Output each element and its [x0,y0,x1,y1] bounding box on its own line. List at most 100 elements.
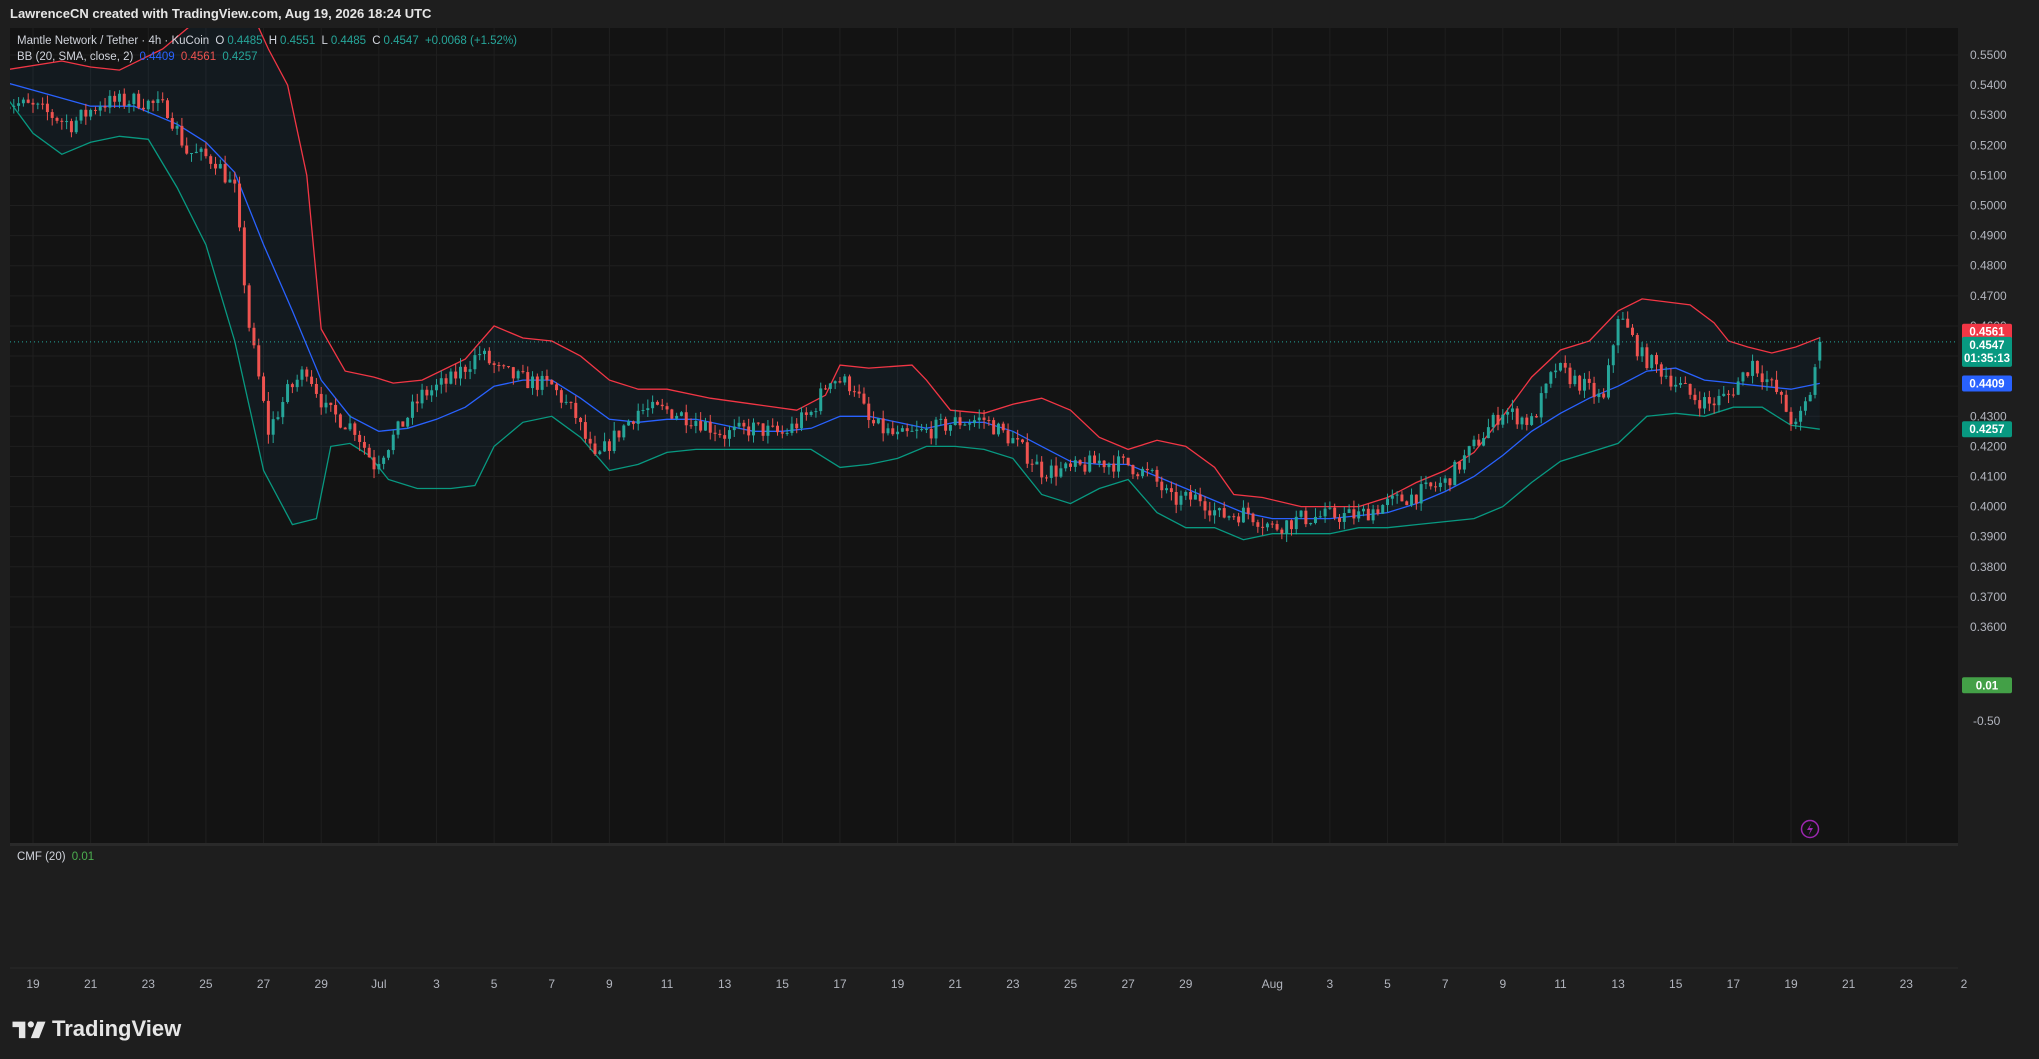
candle-body [396,421,400,435]
candle-body [588,438,592,444]
candle [982,410,986,429]
candle-body [1261,526,1265,528]
chart-canvas[interactable]: 0.5500 0.5400 0.5300 0.5200 0.5100 0.5000 0.49… [0,28,2039,1000]
candle-body [290,384,294,388]
candle-body [502,365,506,367]
candle [1655,352,1658,373]
candle-body [987,419,991,421]
candle-body [1165,488,1169,491]
candle-body [1035,461,1039,465]
candle-body [867,403,871,421]
candle [958,411,962,430]
candle [1554,363,1558,379]
candle [146,99,150,114]
candle [944,416,948,435]
candle [631,420,635,430]
candle-body [21,99,25,104]
candle [271,411,275,444]
candle-body [1001,423,1005,431]
chart-area[interactable]: 0.5500 0.5400 0.5300 0.5200 0.5100 0.5000 0.49… [0,28,2039,1000]
candle [776,421,779,436]
ohlc-c-label: C [372,35,381,47]
candle-body [862,393,866,404]
candle-body [929,428,933,439]
candle-body [559,390,563,403]
candle [550,379,554,385]
bb-band-fill [10,28,1820,540]
candle [1582,372,1586,399]
candle-body [1352,509,1356,519]
candle [766,420,770,444]
candle-body [478,354,482,356]
candle-body [406,417,410,427]
candle-body [1405,501,1409,506]
candle [444,373,448,393]
candle [36,102,40,110]
bb-lower-line [10,100,1820,541]
candle [1775,370,1779,395]
ohlc-l-value: 0.4485 [330,35,367,47]
candle-body [185,145,189,154]
candle [977,409,981,429]
candle-body [1395,494,1399,496]
tradingview-logo[interactable]: TradingView [12,1012,181,1046]
candle [209,154,213,169]
candle-body [161,99,165,101]
candle-body [1112,463,1116,472]
candle [564,394,568,405]
candle [872,411,876,426]
candle-body [1510,408,1514,412]
candle [646,399,650,418]
candle-body [684,412,688,426]
candle [1376,504,1380,516]
candle-body [963,424,967,426]
lightning-icon[interactable] [1800,819,1820,839]
candle-body [771,425,775,427]
candle-body [838,381,842,383]
candle-body [170,118,174,129]
candle-body [727,430,731,439]
attribution-text: LawrenceCN created with TradingView.com,… [10,6,432,21]
candle [1241,500,1245,523]
candle-body [881,418,885,434]
candle-body [1741,372,1745,382]
candle [1069,459,1072,472]
candle [343,426,347,430]
candle [1679,376,1683,388]
candle [511,366,515,385]
candle-body [920,429,924,431]
candle [838,377,842,384]
candle-body [521,371,525,373]
candle [180,117,184,148]
bb-upper-line [10,28,1821,508]
candle [929,421,933,445]
candle-body [900,428,904,432]
candle-body [852,391,856,393]
candle [1563,355,1567,374]
time-tick-label: 27 [257,977,271,991]
symbol-title[interactable]: Mantle Network / Tether · 4h · KuCoin [17,35,210,47]
candle [1083,456,1087,475]
candle-body [579,417,583,423]
bb-legend[interactable]: BB (20, SMA, close, 2) 0.4409 0.4561 0.4… [17,51,261,63]
cmf-legend[interactable]: CMF (20) 0.01 [17,851,97,863]
candle-body [857,391,861,394]
candle [742,419,746,435]
candle [900,425,904,432]
candle [1381,504,1385,515]
candle-body [127,103,131,106]
candle [228,171,232,183]
cmf-axis[interactable]: -0.50 [1973,714,2001,728]
candle [439,370,443,394]
candle [1578,374,1582,395]
time-tick-label: 21 [1842,977,1856,991]
candle-body [334,404,338,415]
candle [319,386,323,415]
candle [1121,453,1125,464]
candle [1698,391,1702,417]
candle [1501,409,1505,428]
candle [290,382,294,394]
candle-body [1515,408,1519,425]
candle-body [1390,495,1394,499]
time-axis[interactable]: 19 21 23 25 27 29 Jul 3 5 7 9 11 13 15 17 19 21 23 25 27 29 A… [26,977,1967,991]
